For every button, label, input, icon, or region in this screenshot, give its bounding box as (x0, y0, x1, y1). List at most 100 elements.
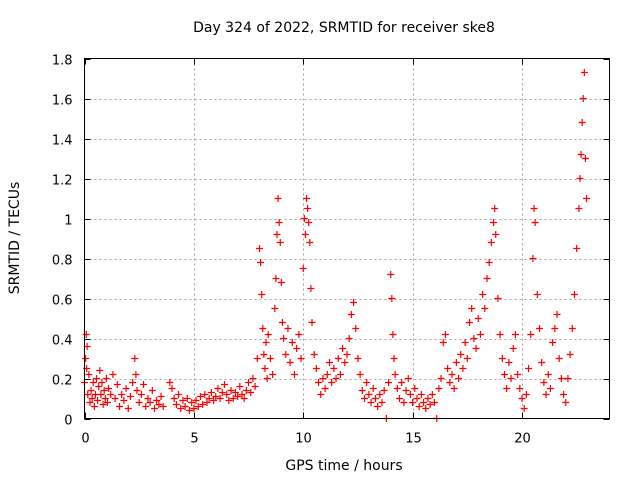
data-point (310, 351, 318, 358)
data-point (96, 367, 104, 374)
data-point (580, 69, 588, 76)
data-point (562, 399, 570, 406)
data-point (88, 395, 96, 402)
data-point (291, 371, 298, 378)
data-point (345, 335, 353, 342)
data-point (459, 365, 467, 372)
data-point (242, 387, 250, 394)
data-point (571, 291, 578, 298)
data-point (269, 371, 277, 378)
data-point (146, 399, 154, 406)
data-point (435, 385, 443, 392)
x-axis-title: GPS time / hours (285, 458, 402, 474)
y-tick-label: 0.2 (52, 374, 73, 389)
data-point (511, 331, 519, 338)
data-point (420, 399, 428, 406)
data-point (118, 391, 126, 398)
data-point (221, 381, 228, 388)
data-point (214, 385, 222, 392)
data-point (155, 401, 163, 408)
data-point (102, 375, 110, 382)
data-point (444, 365, 452, 372)
data-point (144, 395, 152, 402)
data-point (400, 399, 408, 406)
data-point (540, 379, 548, 386)
data-point (142, 403, 150, 410)
data-point (256, 245, 263, 252)
data-point (409, 399, 417, 406)
data-point (303, 195, 311, 202)
data-point (533, 291, 541, 298)
data-point (319, 375, 327, 382)
data-point (583, 195, 591, 202)
data-point (126, 393, 134, 400)
data-point (148, 387, 156, 394)
data-point (317, 391, 325, 398)
data-point (201, 391, 209, 398)
data-point (210, 397, 218, 404)
data-point (101, 395, 109, 402)
data-point (463, 355, 471, 362)
data-point (186, 407, 193, 414)
data-point (159, 403, 167, 410)
data-point (468, 305, 476, 312)
data-point (231, 389, 239, 396)
data-point (286, 359, 294, 366)
data-point (371, 395, 379, 402)
y-tick-label: 1.2 (52, 174, 73, 189)
data-point (132, 371, 140, 378)
data-point (272, 275, 280, 282)
data-point (262, 339, 270, 346)
data-point (341, 359, 349, 366)
data-point (277, 279, 285, 286)
data-point (172, 401, 180, 408)
axis-ticks (84, 58, 610, 420)
data-point (530, 205, 538, 212)
data-point (328, 379, 336, 386)
data-point (194, 403, 202, 410)
data-point (86, 399, 94, 406)
data-point (295, 331, 303, 338)
data-point (503, 385, 511, 392)
data-point (374, 403, 382, 410)
data-point (116, 403, 123, 410)
data-point (82, 331, 90, 338)
y-tick-label: 1.8 (52, 54, 73, 69)
y-tick-label: 0.8 (52, 254, 73, 269)
data-point (390, 355, 398, 362)
data-point (490, 219, 498, 226)
data-point (536, 325, 543, 332)
data-point (274, 195, 282, 202)
data-point (356, 371, 364, 378)
data-point (111, 395, 119, 402)
data-point (179, 397, 187, 404)
data-point (245, 379, 253, 386)
data-point (203, 399, 211, 406)
data-point (105, 385, 113, 392)
data-point (542, 391, 550, 398)
data-point (358, 387, 366, 394)
data-point (321, 385, 329, 392)
data-point (485, 259, 493, 266)
data-point (402, 387, 410, 394)
data-point (261, 365, 269, 372)
data-point (411, 385, 419, 392)
data-point (308, 319, 316, 326)
data-point (207, 389, 215, 396)
data-point (280, 335, 288, 342)
data-point (437, 375, 445, 382)
data-point (227, 387, 235, 394)
data-point (304, 205, 312, 212)
data-point (188, 399, 196, 406)
data-point (415, 403, 423, 410)
data-point (472, 345, 480, 352)
data-point (560, 391, 568, 398)
data-point (236, 383, 244, 390)
data-point (413, 395, 421, 402)
data-point (457, 351, 465, 358)
data-point (398, 379, 406, 386)
data-point (278, 319, 286, 326)
data-point (260, 351, 268, 358)
data-point (347, 311, 355, 318)
